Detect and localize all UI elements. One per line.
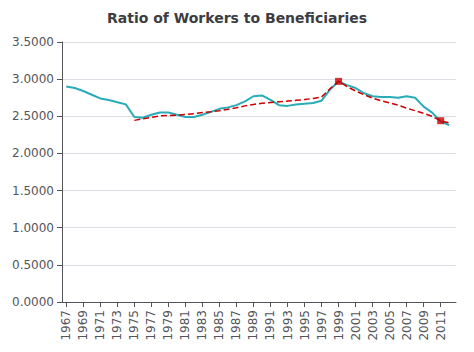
svg-text:2007: 2007 — [400, 310, 414, 341]
svg-text:1967: 1967 — [59, 310, 73, 341]
svg-text:0.5000: 0.5000 — [12, 258, 54, 272]
svg-text:1989: 1989 — [246, 310, 260, 341]
svg-text:1969: 1969 — [76, 310, 90, 341]
svg-text:1993: 1993 — [281, 310, 295, 341]
svg-text:1995: 1995 — [298, 310, 312, 341]
svg-text:0.0000: 0.0000 — [12, 295, 54, 309]
svg-text:2003: 2003 — [366, 310, 380, 341]
svg-text:1979: 1979 — [161, 310, 175, 341]
svg-text:2011: 2011 — [434, 310, 448, 341]
svg-text:1975: 1975 — [127, 310, 141, 341]
svg-text:2.0000: 2.0000 — [12, 146, 54, 160]
svg-text:1983: 1983 — [195, 310, 209, 341]
svg-text:3.0000: 3.0000 — [12, 72, 54, 86]
svg-text:1997: 1997 — [315, 310, 329, 341]
svg-text:2.5000: 2.5000 — [12, 109, 54, 123]
svg-text:1999: 1999 — [332, 310, 346, 341]
svg-text:1991: 1991 — [263, 310, 277, 341]
svg-text:1987: 1987 — [229, 310, 243, 341]
svg-text:2009: 2009 — [417, 310, 431, 341]
svg-text:Ratio of Workers to Beneficiar: Ratio of Workers to Beneficiaries — [107, 10, 367, 26]
svg-text:1981: 1981 — [178, 310, 192, 341]
svg-text:1973: 1973 — [110, 310, 124, 341]
svg-text:1971: 1971 — [93, 310, 107, 341]
svg-text:2005: 2005 — [383, 310, 397, 341]
svg-text:2001: 2001 — [349, 310, 363, 341]
svg-text:1.5000: 1.5000 — [12, 184, 54, 198]
svg-text:1985: 1985 — [212, 310, 226, 341]
svg-text:3.5000: 3.5000 — [12, 35, 54, 49]
svg-text:1977: 1977 — [144, 310, 158, 341]
svg-text:1.0000: 1.0000 — [12, 221, 54, 235]
